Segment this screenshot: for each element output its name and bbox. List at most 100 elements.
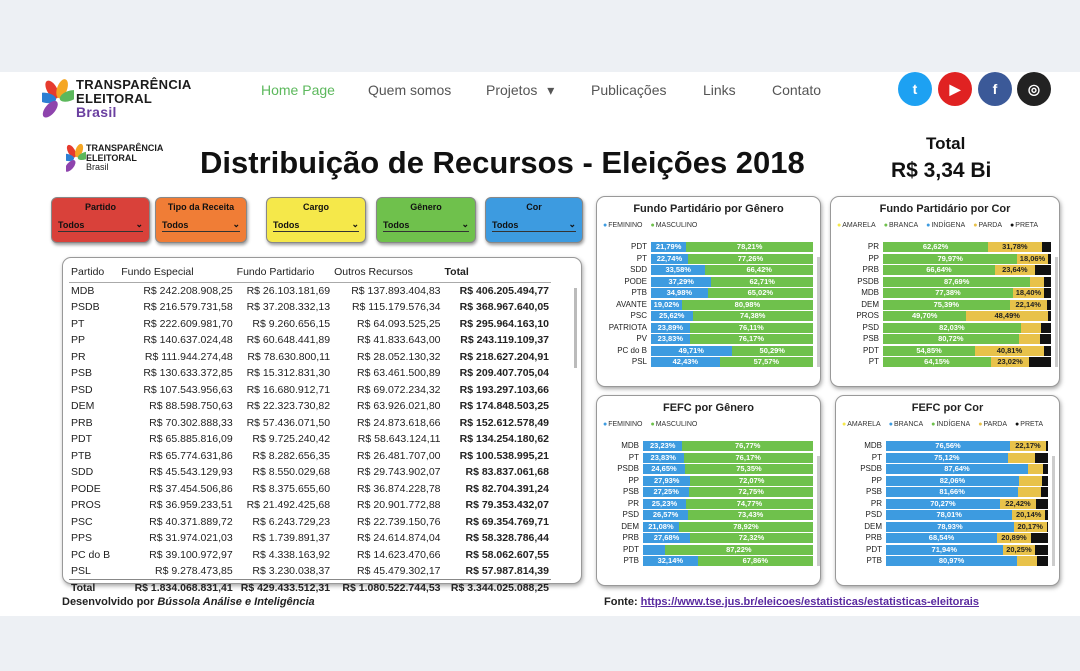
bar-segment xyxy=(1040,487,1048,497)
table-cell: R$ 8.282.656,35 xyxy=(252,449,331,462)
facebook-icon[interactable]: f xyxy=(978,72,1012,106)
slicer-dropdown[interactable]: Todos ⌄ xyxy=(58,218,143,232)
bar-segment: 49,70% xyxy=(883,311,967,321)
bar-track: 27,68% 72,32% xyxy=(643,533,813,543)
table-cell: R$ 37.208.332,13 xyxy=(246,301,331,314)
bar-segment xyxy=(1034,265,1051,275)
bar-segment: 66,64% xyxy=(883,265,995,275)
bar-track: 82,03% xyxy=(883,322,1051,333)
bar-segment: 75,12% xyxy=(886,452,1008,463)
nav-projetos-label: Projetos xyxy=(486,82,538,98)
table-cell: SDD xyxy=(71,466,94,479)
nav-projetos[interactable]: Projetos ▾ xyxy=(486,82,554,99)
table-header-row: Partido Fundo Especial Fundo Partidario Out… xyxy=(69,262,551,283)
bar-segment: 70,27% xyxy=(886,498,1000,509)
chart-title: FEFC por Gênero xyxy=(662,402,755,414)
table-cell: R$ 58.328.786,44 xyxy=(465,532,550,545)
slicer-dropdown[interactable]: Todos ⌄ xyxy=(492,218,576,232)
slicer-dropdown[interactable]: Todos ⌄ xyxy=(273,218,359,232)
bar-track: 75,12% xyxy=(886,452,1048,463)
table-row: PSC R$ 40.371.889,72 R$ 6.243.729,23 R$ 22.… xyxy=(69,514,551,531)
bar-segment xyxy=(1027,464,1043,474)
dashboard-logo-flower-icon xyxy=(66,143,86,172)
logo-text-2: ELEITORAL xyxy=(76,91,153,106)
dashboard-logo-text-1: TRANSPARÊNCIA xyxy=(86,143,164,153)
chart-scrollbar[interactable] xyxy=(1055,257,1058,367)
bar-segment: 66,42% xyxy=(705,265,813,275)
table-header-3[interactable]: Outros Recursos xyxy=(332,262,443,283)
bar-category-label: PSDB xyxy=(860,464,882,473)
legend-dot-icon: ● xyxy=(842,421,847,428)
table-header-2[interactable]: Fundo Partidario xyxy=(234,262,333,283)
bar-segment: 78,93% xyxy=(886,521,1014,532)
instagram-icon[interactable]: ◎ xyxy=(1017,72,1051,106)
footer-developer-brand: Bússola Análise e Inteligência xyxy=(157,596,315,608)
chart-legend: ●AMARELA ●BRANCA ●INDÍGENA ●PARDA ●PRETA xyxy=(837,222,1046,229)
legend-entry: ●AMARELA xyxy=(842,421,885,428)
site-logo[interactable]: TRANSPARÊNCIA ELEITORAL Brasil xyxy=(42,74,202,126)
bar-track: 49,70% 48,49% xyxy=(883,311,1051,321)
slicer-value: Todos xyxy=(273,219,300,230)
slicer-gênero[interactable]: Gênero Todos ⌄ xyxy=(376,197,476,243)
slicer-cor[interactable]: Cor Todos ⌄ xyxy=(485,197,583,243)
bar-category-label: PP xyxy=(628,475,639,485)
source-link[interactable]: https://www.tse.jus.br/eleicoes/estatist… xyxy=(640,596,979,608)
bar-segment xyxy=(1030,276,1044,287)
bar-segment xyxy=(1043,276,1051,287)
bar-track: 70,27% 22,42% xyxy=(886,498,1048,509)
nav-quem-somos[interactable]: Quem somos xyxy=(368,82,452,98)
bar-segment xyxy=(1035,544,1048,555)
table-cell: R$ 57.436.071,50 xyxy=(246,416,331,429)
table-cell: R$ 130.633.372,85 xyxy=(143,367,233,380)
table-row: PTB R$ 65.774.631,86 R$ 8.282.656,35 R$ 26.… xyxy=(69,448,551,465)
table-cell: PDT xyxy=(71,433,92,446)
bar-track: 75,39% 22,14% xyxy=(883,299,1051,310)
slicer-value: Todos xyxy=(492,219,519,230)
logo-flower-icon xyxy=(42,79,74,118)
bar-category-label: PSB xyxy=(865,487,882,496)
legend-label: PARDA xyxy=(983,421,1008,428)
chart-scrollbar[interactable] xyxy=(1052,456,1055,566)
table-cell: R$ 69.354.769,71 xyxy=(465,515,550,528)
chart-scrollbar[interactable] xyxy=(817,257,820,367)
table-cell: R$ 209.407.705,04 xyxy=(459,367,549,380)
table-header-1[interactable]: Fundo Especial xyxy=(119,262,235,283)
nav-links[interactable]: Links xyxy=(703,82,736,98)
bar-segment: 78,01% xyxy=(886,510,1013,520)
slicer-dropdown[interactable]: Todos ⌄ xyxy=(162,218,240,232)
table-total-cell: R$ 429.433.512,31 xyxy=(234,579,333,596)
legend-entry: ●MASCULINO xyxy=(650,222,701,229)
table-cell: R$ 45.479.302,17 xyxy=(357,565,441,577)
nav-publicacoes[interactable]: Publicações xyxy=(591,82,667,98)
twitter-icon[interactable]: t xyxy=(898,72,932,106)
youtube-icon[interactable]: ▶ xyxy=(938,72,972,106)
dashboard-logo-text-3: Brasil xyxy=(86,162,109,172)
table-cell: PODE xyxy=(71,482,101,495)
table-cell: R$ 22.739.150,76 xyxy=(357,515,441,528)
slicer-cargo[interactable]: Cargo Todos ⌄ xyxy=(266,197,366,243)
nav-home[interactable]: Home Page xyxy=(261,82,335,98)
table-scrollbar[interactable] xyxy=(574,288,577,368)
table-cell: R$ 22.323.730,82 xyxy=(246,400,331,413)
table-cell: R$ 216.579.731,58 xyxy=(143,301,233,314)
bar-category-label: PP xyxy=(871,475,882,485)
nav-contato[interactable]: Contato xyxy=(772,82,822,98)
legend-entry: ●AMARELA xyxy=(837,222,880,229)
slicer-partido[interactable]: Partido Todos ⌄ xyxy=(51,197,150,243)
slicer-label: Gênero xyxy=(410,202,442,212)
bar-segment: 31,78% xyxy=(988,242,1042,252)
bar-segment: 24,65% xyxy=(643,464,685,474)
table-header-0[interactable]: Partido xyxy=(69,262,120,283)
table-header-4[interactable]: Total xyxy=(442,262,551,283)
table-cell: R$ 368.967.640,05 xyxy=(459,301,549,314)
table-row: PSD R$ 107.543.956,63 R$ 16.680.912,71 R$ 6… xyxy=(69,382,551,399)
slicer-dropdown[interactable]: Todos ⌄ xyxy=(383,218,469,232)
bar-track: 71,94% 20,25% xyxy=(886,544,1048,555)
chevron-down-icon: ⌄ xyxy=(351,219,359,229)
chart-scrollbar[interactable] xyxy=(817,456,820,566)
chart-legend: ●FEMININO ●MASCULINO xyxy=(603,222,705,229)
slicer-tipo-da-receita[interactable]: Tipo da Receita Todos ⌄ xyxy=(155,197,247,243)
bar-segment: 18,40% xyxy=(1012,288,1044,298)
chart-title: Fundo Partidário por Cor xyxy=(879,203,1011,215)
bar-track: 19,02% 80,98% xyxy=(651,299,813,310)
